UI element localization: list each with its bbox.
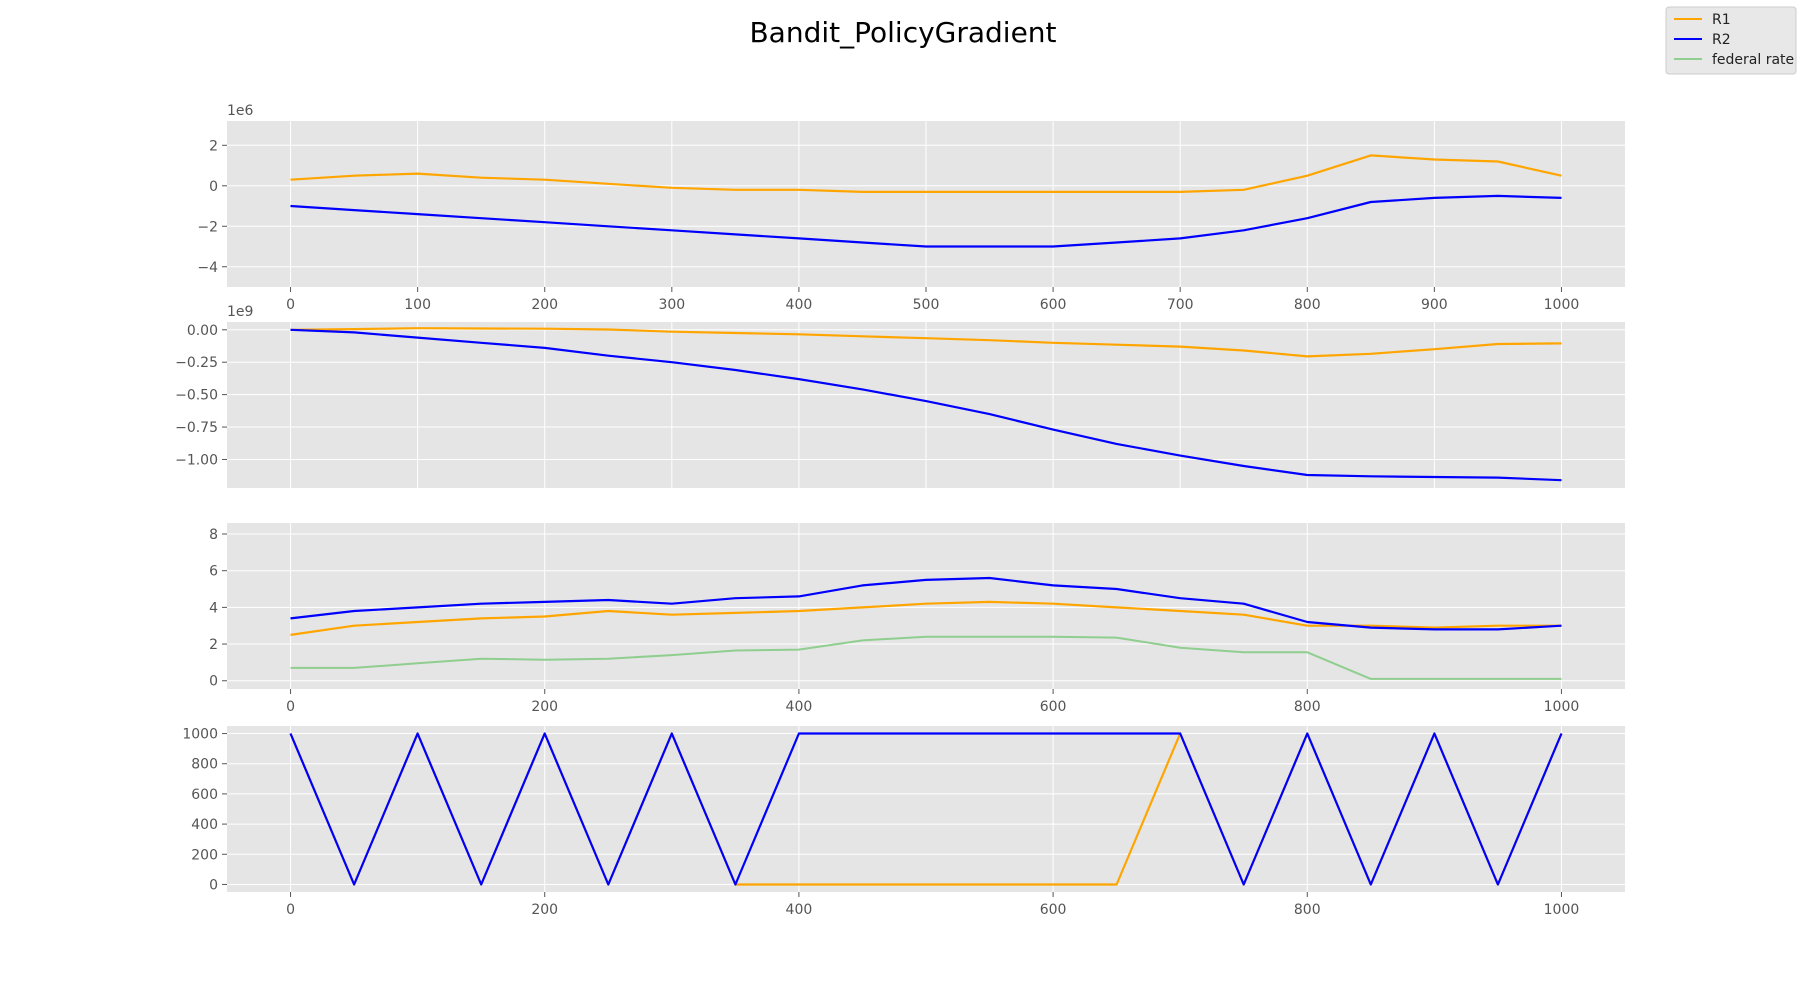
subplot-4: 0 200 400 600 800 1000 0 200 400 600 800 1000	[182, 726, 1625, 918]
x-tick-label: 400	[786, 902, 813, 918]
y-tick-label: −0.50	[175, 388, 218, 404]
y-tick-label: 0	[209, 877, 218, 893]
y-tick-label: 1000	[182, 727, 218, 743]
subplot-1: −4 −2 0 2 0 100 200 300 400 500 600 700 800 900 1000 1e…	[197, 103, 1625, 313]
y-tick-label: 6	[209, 564, 218, 580]
legend: R1 R2 federal rate	[1665, 6, 1797, 75]
x-tick-label: 800	[1294, 297, 1321, 313]
legend-label: R1	[1712, 12, 1731, 28]
axes-background	[227, 726, 1625, 892]
x-tick-label: 400	[786, 297, 813, 313]
y-tick-label: 4	[209, 600, 218, 616]
x-tick-label: 800	[1294, 699, 1321, 715]
figure-title: Bandit_PolicyGradient	[749, 16, 1056, 49]
x-tick-label: 0	[286, 902, 295, 918]
y-tick-label: 2	[209, 138, 218, 154]
series-line-R2	[289, 732, 1563, 886]
x-tick-label: 0	[286, 297, 295, 313]
x-tick-label: 100	[404, 297, 431, 313]
legend-box	[1665, 6, 1797, 75]
x-tick-label: 1000	[1544, 699, 1580, 715]
y-tick-label: 0.00	[187, 323, 218, 339]
x-tick-label: 400	[786, 699, 813, 715]
axis-offset-label: 1e9	[227, 304, 253, 320]
subplot-3: 0 2 4 6 8 0 200 400 600 800 1000	[209, 523, 1625, 715]
series-line-federal-rate	[290, 635, 1562, 680]
x-tick-label: 0	[286, 699, 295, 715]
x-tick-label: 200	[531, 699, 558, 715]
x-tick-label: 900	[1421, 297, 1448, 313]
y-tick-label: 800	[191, 757, 218, 773]
x-tick-label: 300	[658, 297, 685, 313]
y-tick-label: 400	[191, 817, 218, 833]
y-tick-label: −0.75	[175, 420, 218, 436]
y-tick-label: 8	[209, 527, 218, 543]
x-tick-label: 700	[1167, 297, 1194, 313]
series-line-R2	[290, 328, 1562, 482]
series-line-R1	[290, 327, 1562, 358]
y-tick-label: 200	[191, 847, 218, 863]
series-line-R2	[290, 194, 1562, 248]
y-tick-label: −0.25	[175, 355, 218, 371]
y-tick-label: −4	[197, 260, 218, 276]
x-tick-label: 200	[531, 902, 558, 918]
x-tick-label: 800	[1294, 902, 1321, 918]
y-tick-label: 0	[209, 179, 218, 195]
subplot-2: 0.00 −0.25 −0.50 −0.75 −1.00 1e9	[175, 304, 1625, 488]
series-line-R2	[290, 576, 1562, 631]
x-tick-label: 600	[1040, 297, 1067, 313]
x-tick-label: 1000	[1544, 902, 1580, 918]
x-tick-label: 200	[531, 297, 558, 313]
x-tick-label: 600	[1040, 699, 1067, 715]
legend-label: R2	[1712, 32, 1731, 48]
x-tick-label: 1000	[1544, 297, 1580, 313]
axis-offset-label: 1e6	[227, 103, 254, 119]
y-tick-label: 600	[191, 787, 218, 803]
legend-label: federal rate	[1712, 52, 1794, 68]
y-tick-label: −2	[197, 219, 218, 235]
y-tick-label: 2	[209, 637, 218, 653]
y-tick-label: 0	[209, 674, 218, 690]
series-line-R1	[290, 154, 1562, 193]
x-tick-label: 600	[1040, 902, 1067, 918]
x-tick-label: 500	[913, 297, 940, 313]
y-tick-label: −1.00	[175, 452, 218, 468]
